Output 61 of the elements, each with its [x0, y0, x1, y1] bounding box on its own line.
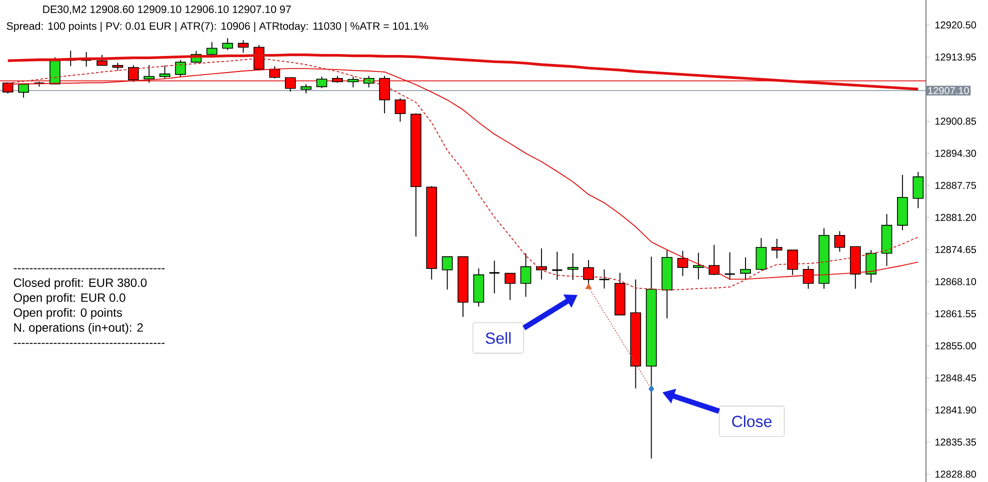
- y-tick-label: 12894.30: [935, 150, 976, 157]
- candlestick: [50, 56, 60, 85]
- annotation: N. operations (in+out): 2: [14, 322, 143, 334]
- y-tick-label: 12900.85: [935, 118, 976, 125]
- candlestick: [442, 256, 453, 290]
- candlestick: [488, 260, 500, 294]
- candlestick: [866, 250, 876, 284]
- candlestick: [551, 251, 563, 280]
- candlestick: [300, 84, 312, 94]
- candlestick: [520, 252, 532, 298]
- candlestick: [567, 252, 578, 280]
- candlestick: [677, 250, 688, 276]
- candlestick: [504, 272, 516, 300]
- annotation: --------------------------------------: [14, 342, 165, 344]
- candlestick: [912, 171, 924, 209]
- text: Spread: 100 points | PV: 0.01 EUR | ATR(7): 10906 | ATRtoday: 11030 | %ATR = 101.1%: [6, 22, 428, 32]
- candlestick: [394, 98, 406, 122]
- y-tick-label: 12913.95: [935, 54, 976, 61]
- candlestick: [771, 238, 782, 259]
- candlestick: [834, 230, 846, 252]
- candlestick: [18, 84, 29, 98]
- annotation: --------------------------------------: [14, 268, 165, 270]
- ref-line-label: 12907.10: [928, 87, 969, 94]
- y-tick-label: 12848.45: [935, 374, 976, 382]
- y-tick-label: 12881.20: [935, 214, 976, 222]
- candlestick: [316, 76, 328, 89]
- candlestick: [159, 64, 170, 79]
- annotation: Open profit: EUR 0.0: [14, 293, 126, 304]
- y-tick-label: 12855.00: [935, 342, 976, 350]
- chart-title: DE30,M2 12908.60 12909.10 12906.10 12907.10 97: [43, 6, 291, 14]
- candlestick: [206, 42, 218, 56]
- candlestick: [238, 40, 249, 54]
- candlestick: [144, 64, 155, 84]
- candlestick: [284, 77, 296, 92]
- candlestick: [222, 38, 233, 50]
- y-tick-label: 12874.65: [935, 246, 976, 254]
- candlestick: [802, 266, 814, 290]
- annotation: Closed profit: EUR 380.0: [14, 278, 147, 290]
- y-tick-label: 12920.50: [935, 21, 976, 29]
- candlestick: [536, 248, 547, 280]
- candlestick: [175, 60, 186, 78]
- annotation: Sell: [486, 332, 511, 344]
- candlestick: [756, 238, 767, 271]
- candlestick: [598, 268, 610, 289]
- candlestick: [787, 250, 798, 276]
- candlestick: [269, 66, 280, 79]
- y-tick-label: 12835.35: [935, 438, 976, 446]
- y-tick-label: 12868.10: [935, 278, 976, 286]
- y-tick-label: 12841.90: [935, 406, 976, 414]
- candlestick: [724, 252, 736, 280]
- candlestick: [379, 75, 390, 114]
- candlestick: [80, 51, 92, 68]
- annotation: Close: [732, 415, 772, 428]
- candlestick: [740, 256, 751, 280]
- y-tick-label: 12887.75: [935, 182, 976, 189]
- candlestick: [693, 252, 704, 280]
- y-tick-label: 12861.55: [935, 310, 976, 318]
- candlestick: [348, 76, 359, 88]
- annotation: Open profit: 0 points: [14, 308, 122, 320]
- candlestick: [128, 64, 139, 82]
- y-tick-label: 12828.80: [935, 470, 976, 478]
